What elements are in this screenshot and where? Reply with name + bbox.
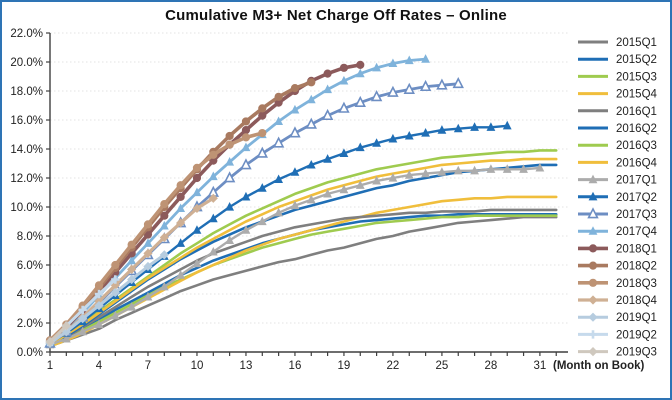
legend: 2015Q1 2015Q2 2015Q3 2015Q4 2016Q1 2016Q2 2016… <box>578 37 658 359</box>
legend-label: 2017Q1 <box>616 175 657 187</box>
legend-label: 2015Q4 <box>616 89 658 101</box>
y-tick-label: 16.0% <box>10 115 43 127</box>
legend-item-2015Q1: 2015Q1 <box>578 37 657 49</box>
series-line <box>48 213 558 347</box>
series-line <box>48 215 558 348</box>
legend-label: 2016Q2 <box>616 123 657 135</box>
legend-label: 2017Q2 <box>616 192 657 204</box>
series-line <box>48 195 558 348</box>
legend-item-2019Q1: 2019Q1 <box>578 312 657 324</box>
legend-item-2017Q3: 2017Q3 <box>578 207 657 221</box>
legend-item-2017Q1: 2017Q1 <box>578 174 657 187</box>
legend-item-2016Q4: 2016Q4 <box>578 157 658 169</box>
legend-label: 2019Q2 <box>616 329 657 341</box>
series-line <box>48 208 558 347</box>
x-axis-title: (Month on Book) <box>553 360 645 372</box>
legend-item-2016Q2: 2016Q2 <box>578 123 657 135</box>
x-tick-label: 28 <box>485 360 498 372</box>
legend-label: 2016Q4 <box>616 157 658 169</box>
legend-item-2016Q3: 2016Q3 <box>578 140 657 152</box>
legend-item-2019Q3: 2019Q3 <box>578 347 657 359</box>
y-tick-label: 6.0% <box>17 260 43 272</box>
series-2015Q2 <box>48 213 558 347</box>
legend-label: 2018Q3 <box>616 278 657 290</box>
x-tick-label: 1 <box>47 360 53 372</box>
legend-label: 2019Q1 <box>616 312 657 324</box>
x-tick-label: 31 <box>534 360 547 372</box>
series-line <box>48 157 558 347</box>
legend-label: 2017Q3 <box>616 209 657 221</box>
x-tick-label: 25 <box>436 360 449 372</box>
y-tick-label: 4.0% <box>17 289 43 301</box>
series-2017Q1 <box>45 162 545 349</box>
y-tick-label: 10.0% <box>10 202 43 214</box>
x-tick-label: 10 <box>191 360 204 372</box>
legend-label: 2016Q1 <box>616 106 657 118</box>
series-2018Q3 <box>45 128 267 345</box>
legend-item-2018Q2: 2018Q2 <box>578 261 657 273</box>
series-line <box>48 324 68 344</box>
legend-label: 2017Q4 <box>616 226 658 238</box>
legend-label: 2015Q1 <box>616 37 657 49</box>
legend-item-2015Q2: 2015Q2 <box>578 54 657 66</box>
x-tick-label: 16 <box>289 360 302 372</box>
legend-label: 2016Q3 <box>616 140 657 152</box>
series-2015Q4 <box>48 195 558 348</box>
legend-item-2017Q4: 2017Q4 <box>578 226 658 238</box>
y-tick-label: 18.0% <box>10 86 43 98</box>
y-tick-label: 8.0% <box>17 231 43 243</box>
legend-item-2015Q3: 2015Q3 <box>578 71 657 83</box>
series-2016Q1 <box>48 208 558 347</box>
legend-item-2018Q4: 2018Q4 <box>578 295 658 307</box>
legend-item-2019Q2: 2019Q2 <box>578 329 657 341</box>
chart-title: Cumulative M3+ Net Charge Off Rates – On… <box>165 7 507 24</box>
legend-label: 2018Q1 <box>616 243 657 255</box>
legend-label: 2018Q2 <box>616 261 657 273</box>
legend-item-2015Q4: 2015Q4 <box>578 89 658 101</box>
y-tick-label: 2.0% <box>17 318 43 330</box>
y-tick-label: 12.0% <box>10 173 43 185</box>
legend-label: 2015Q2 <box>616 54 657 66</box>
legend-item-2018Q1: 2018Q1 <box>578 243 657 255</box>
legend-label: 2019Q3 <box>616 347 657 359</box>
x-tick-label: 22 <box>387 360 400 372</box>
series-2015Q3 <box>48 214 558 347</box>
x-tick-label: 4 <box>96 360 103 372</box>
y-tick-label: 0.0% <box>17 347 43 359</box>
y-tick-label: 14.0% <box>10 144 43 156</box>
x-tick-label: 13 <box>240 360 253 372</box>
legend-item-2017Q2: 2017Q2 <box>578 191 657 204</box>
axes: 0.0% 2.0% 4.0% 6.0% 8.0% 10.0% 12.0% 14.0% 16.0%… <box>10 28 644 372</box>
legend-label: 2015Q3 <box>616 71 657 83</box>
series-2016Q4 <box>48 157 558 347</box>
legend-item-2018Q3: 2018Q3 <box>578 278 657 290</box>
series-line <box>48 214 558 347</box>
series-2015Q1 <box>48 215 558 348</box>
x-tick-label: 7 <box>145 360 151 372</box>
y-tick-label: 22.0% <box>10 28 43 40</box>
legend-item-2016Q1: 2016Q1 <box>578 106 657 118</box>
series-2019Q3 <box>45 321 71 347</box>
y-tick-label: 20.0% <box>10 57 43 69</box>
x-tick-label: 19 <box>338 360 351 372</box>
legend-label: 2018Q4 <box>616 295 658 307</box>
series-line <box>48 253 166 345</box>
series-2019Q1 <box>45 250 169 348</box>
